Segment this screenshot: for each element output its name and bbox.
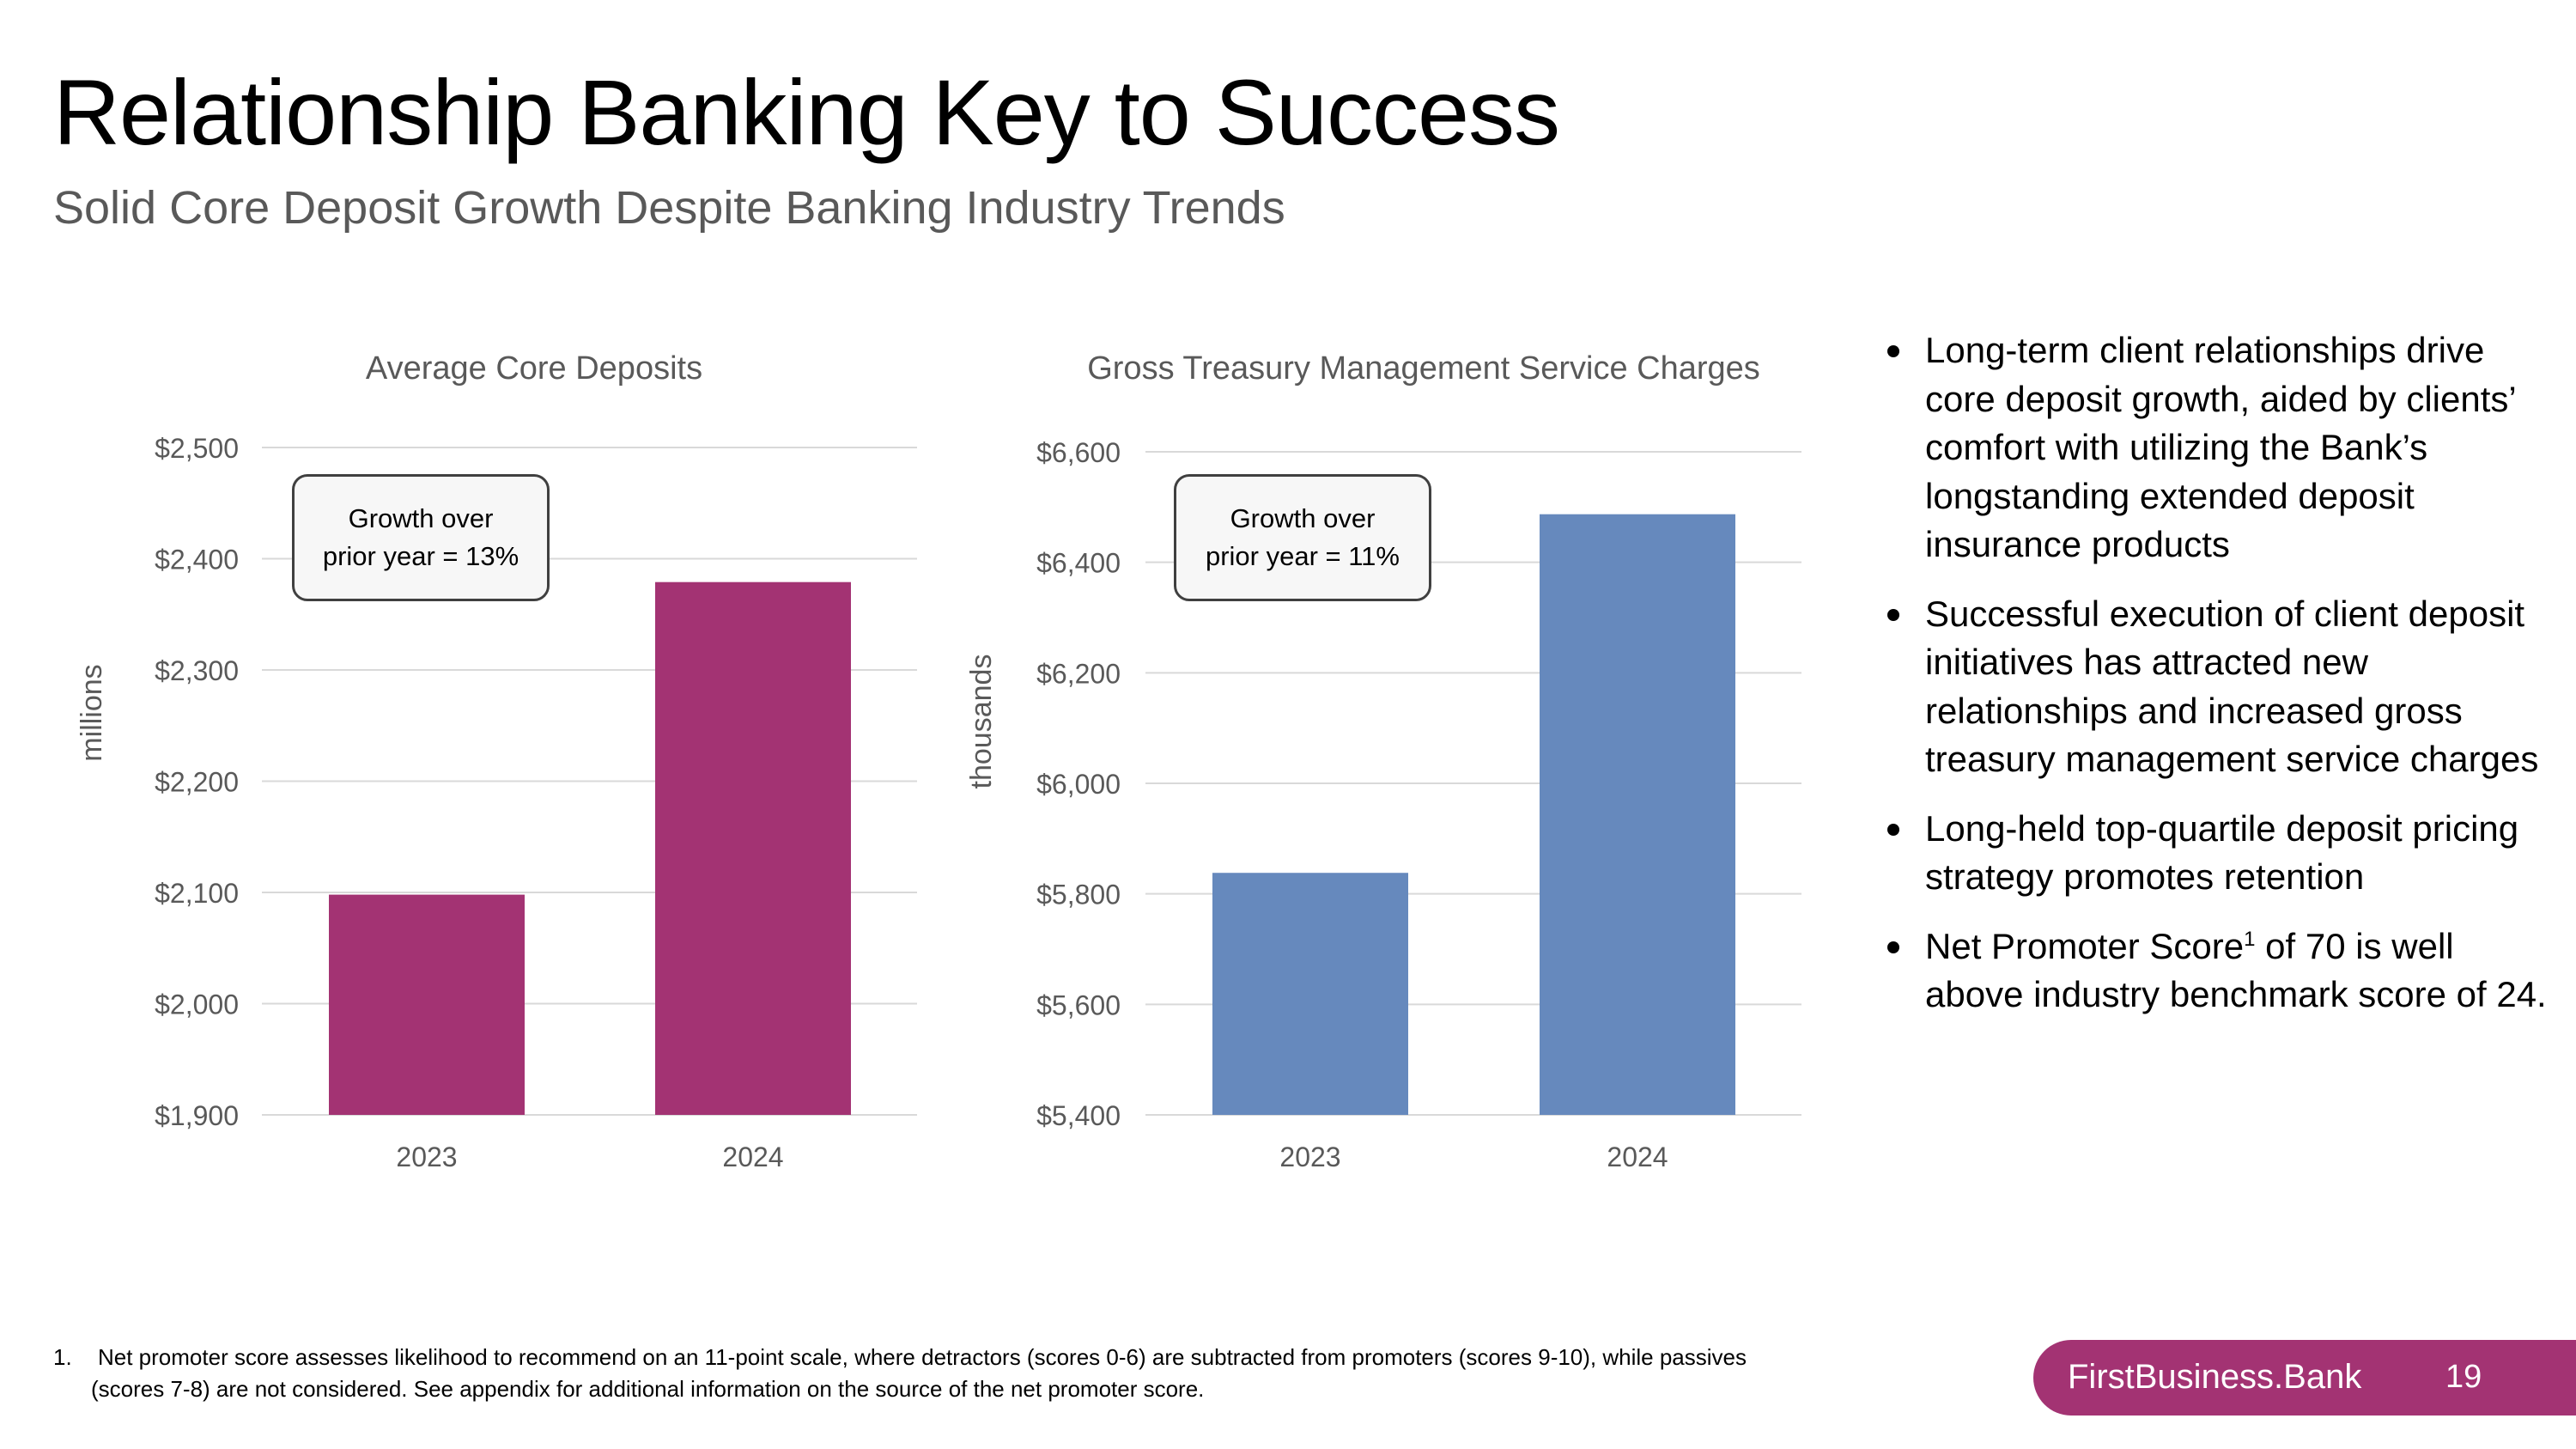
y-tick-label: $2,500 xyxy=(155,433,239,464)
bullet-item: Long-term client relationships drive cor… xyxy=(1880,326,2559,569)
bar-2024 xyxy=(655,581,851,1115)
page-number: 19 xyxy=(2445,1359,2482,1395)
bullet-item: Net Promoter Score1 of 70 is well above … xyxy=(1880,922,2559,1020)
bar-2023 xyxy=(329,894,525,1115)
y-tick-label: $2,000 xyxy=(155,989,239,1020)
key-points-list: Long-term client relationships drive cor… xyxy=(1880,326,2559,1040)
y-tick-label: $5,600 xyxy=(1036,989,1121,1020)
x-tick-label: 2023 xyxy=(396,1142,457,1172)
y-tick-label: $1,900 xyxy=(155,1100,239,1131)
slide-title: Relationship Banking Key to Success xyxy=(53,60,1560,164)
y-tick-label: $2,300 xyxy=(155,655,239,686)
x-tick-label: 2023 xyxy=(1279,1142,1340,1172)
y-axis-label: thousands xyxy=(965,654,998,789)
bar-2023 xyxy=(1212,873,1408,1115)
chart-title: Average Core Deposits xyxy=(366,350,702,387)
growth-callout-deposits: Growth over prior year = 13% xyxy=(292,474,550,601)
bullet-item: Successful execution of client deposit i… xyxy=(1880,590,2559,784)
footnote-number: 1. xyxy=(53,1344,72,1370)
bar-2024 xyxy=(1540,514,1735,1115)
y-tick-label: $2,400 xyxy=(155,545,239,575)
y-tick-label: $6,000 xyxy=(1036,769,1121,800)
x-tick-label: 2024 xyxy=(1607,1142,1668,1172)
footnote-text-line1: Net promoter score assesses likelihood t… xyxy=(98,1344,1747,1370)
growth-callout-treasury: Growth over prior year = 11% xyxy=(1174,474,1431,601)
y-axis-label: millions xyxy=(76,664,108,761)
y-tick-label: $2,200 xyxy=(155,767,239,798)
y-tick-label: $6,400 xyxy=(1036,548,1121,579)
y-tick-label: $6,200 xyxy=(1036,658,1121,689)
brand-bar xyxy=(2033,1340,2576,1416)
y-tick-label: $5,800 xyxy=(1036,880,1121,910)
brand-name: FirstBusiness.Bank xyxy=(2068,1358,2362,1396)
y-tick-label: $2,100 xyxy=(155,878,239,909)
chart-title: Gross Treasury Management Service Charge… xyxy=(1087,350,1760,387)
y-tick-label: $6,600 xyxy=(1036,437,1121,468)
bullet-item: Long-held top-quartile deposit pricing s… xyxy=(1880,805,2559,902)
slide-subtitle: Solid Core Deposit Growth Despite Bankin… xyxy=(53,182,1285,234)
y-tick-label: $5,400 xyxy=(1036,1100,1121,1131)
footnote-text-line2: (scores 7-8) are not considered. See app… xyxy=(91,1376,1205,1402)
x-tick-label: 2024 xyxy=(722,1142,783,1172)
footnote-marker: 1 xyxy=(2244,927,2256,951)
footnote: 1. Net promoter score assesses likelihood… xyxy=(53,1342,1942,1405)
